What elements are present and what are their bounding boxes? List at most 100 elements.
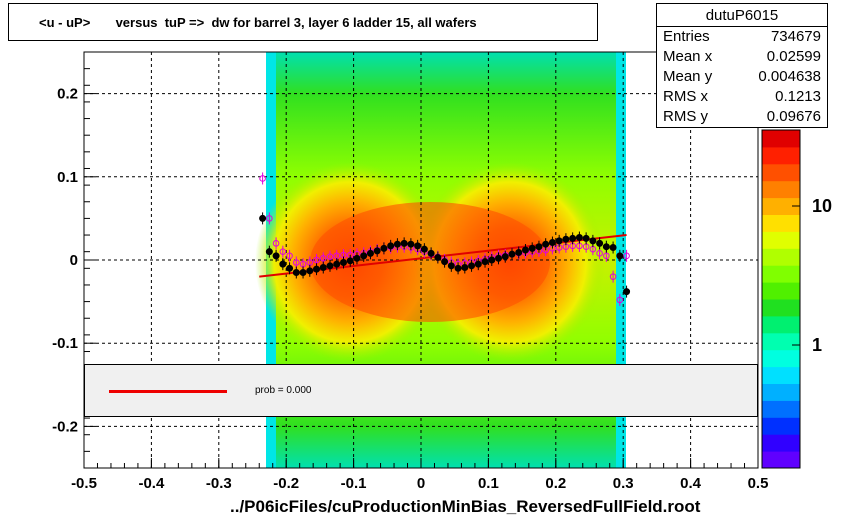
- legend-box: prob = 0.000: [84, 364, 758, 417]
- stats-value: 0.004638: [758, 68, 821, 85]
- black-point: [339, 258, 347, 266]
- black-point: [616, 252, 624, 260]
- stats-row: RMS x 0.1213: [663, 88, 821, 108]
- color-scale-cell: [762, 282, 800, 300]
- black-point: [259, 214, 267, 222]
- color-scale-cell: [762, 434, 800, 452]
- density-core-center: [310, 202, 550, 322]
- stats-label: Entries: [663, 28, 710, 45]
- z-tick-label: 1: [812, 335, 822, 355]
- black-point: [454, 264, 462, 272]
- magenta-point: [286, 252, 293, 260]
- color-scale-cell: [762, 265, 800, 283]
- x-tick-label: 0.3: [613, 475, 634, 492]
- black-point: [481, 258, 489, 266]
- black-point: [495, 254, 503, 262]
- black-point: [555, 237, 563, 245]
- stats-label: Mean y: [663, 68, 713, 85]
- magenta-point: [596, 250, 603, 257]
- black-point: [569, 234, 577, 242]
- stats-label: RMS x: [663, 88, 708, 105]
- color-scale-cell: [762, 231, 800, 249]
- stats-row: Mean y 0.004638: [663, 68, 821, 88]
- black-point: [521, 246, 529, 254]
- y-tick-label: 0.1: [57, 169, 78, 186]
- black-point: [434, 254, 442, 262]
- x-tick-label: 0.5: [748, 475, 769, 492]
- black-point: [319, 263, 327, 271]
- black-point: [441, 258, 449, 266]
- black-point: [542, 240, 550, 248]
- z-tick-label: 10: [812, 196, 832, 216]
- color-scale-cell: [762, 146, 800, 165]
- magenta-point: [326, 253, 334, 260]
- color-scale-cell: [762, 299, 800, 317]
- color-scale-cell: [762, 383, 800, 401]
- x-tick-label: 0: [417, 475, 425, 492]
- black-point: [562, 235, 570, 243]
- black-point: [299, 268, 307, 276]
- black-point: [366, 249, 374, 257]
- black-point: [407, 240, 415, 248]
- black-point: [501, 253, 509, 261]
- stats-name: dutuP6015: [705, 7, 779, 24]
- magenta-point: [623, 252, 630, 260]
- stats-divider: [657, 26, 827, 27]
- black-point: [265, 248, 273, 256]
- black-point: [286, 264, 294, 272]
- x-axis-ticks: -0.5 -0.4 -0.3 -0.2 -0.1 0 0.1 0.2 0.3 0.4 0.5: [71, 458, 768, 492]
- y-tick-label: 0.2: [57, 86, 78, 103]
- black-point: [360, 252, 368, 260]
- color-scale-cell: [762, 163, 800, 182]
- x-tick-label: 0.1: [478, 475, 499, 492]
- black-point: [589, 237, 597, 245]
- black-point: [400, 239, 408, 247]
- black-point: [602, 243, 610, 251]
- black-point: [292, 268, 300, 276]
- stats-value: 0.02599: [766, 48, 821, 65]
- color-scale-cell: [762, 400, 800, 418]
- magenta-point: [293, 259, 300, 266]
- y-tick-label: -0.2: [52, 418, 78, 435]
- black-point: [548, 239, 556, 247]
- magenta-point: [609, 273, 617, 280]
- x-tick-label: 0.4: [680, 475, 702, 492]
- black-point: [373, 247, 381, 255]
- x-axis-label: ../P06icFiles/cuProductionMinBias_Revers…: [230, 497, 701, 516]
- magenta-point: [603, 252, 610, 260]
- black-point: [474, 260, 482, 268]
- stats-row: RMS y 0.09676: [663, 108, 821, 128]
- black-point: [468, 262, 476, 270]
- black-point: [609, 244, 617, 252]
- black-point: [508, 250, 516, 258]
- magenta-point: [272, 240, 280, 247]
- black-point: [528, 244, 536, 252]
- black-point: [353, 254, 361, 262]
- color-scale-cell: [762, 451, 800, 469]
- color-scale-cell: [762, 417, 800, 435]
- black-point: [306, 267, 314, 275]
- chart-title: <u - uP> versus tuP => dw for barrel 3, …: [39, 15, 477, 30]
- stats-box: dutuP6015 Entries 734679 Mean x 0.02599 …: [656, 3, 828, 128]
- color-scale-cell: [762, 130, 800, 148]
- y-tick-label: -0.1: [52, 335, 78, 352]
- x-tick-label: -0.1: [341, 475, 367, 492]
- black-point: [333, 260, 341, 268]
- y-tick-label: 0: [70, 252, 78, 269]
- stats-row: Mean x 0.02599: [663, 48, 821, 68]
- title-box: <u - uP> versus tuP => dw for barrel 3, …: [8, 3, 598, 41]
- stats-value: 734679: [770, 28, 821, 45]
- stats-value: 0.09676: [766, 108, 821, 125]
- color-scale-cell: [762, 197, 800, 215]
- black-point: [488, 256, 496, 264]
- black-point: [461, 263, 469, 271]
- magenta-point: [279, 248, 287, 255]
- black-point: [346, 257, 354, 265]
- black-point: [313, 265, 321, 273]
- stats-label: Mean x: [663, 48, 713, 65]
- black-point: [387, 242, 395, 250]
- stats-value: 0.1213: [775, 88, 821, 105]
- color-scale-frame: [761, 129, 801, 469]
- black-point: [447, 262, 455, 270]
